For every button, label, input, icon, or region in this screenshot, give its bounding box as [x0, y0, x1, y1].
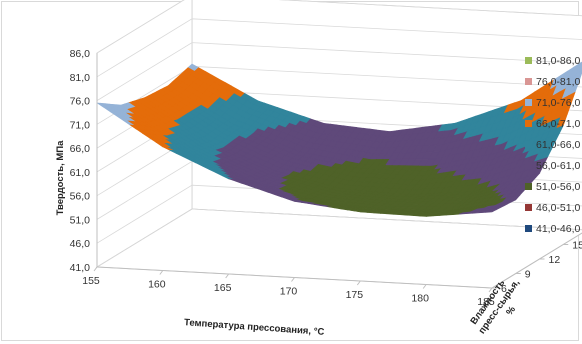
- x-tick-label: 160: [148, 279, 166, 291]
- x-tick-label: 185: [477, 296, 495, 308]
- surface-plot: [96, 61, 582, 217]
- gridline-z-9: [96, 208, 582, 268]
- legend-swatch: [525, 183, 532, 190]
- z-axis-title: Твердость, МПа: [55, 140, 66, 216]
- legend-label: 66,0-71,0: [536, 118, 581, 130]
- gridline-z-2: [96, 42, 582, 101]
- legend-label: 61,0-66,0: [536, 139, 581, 151]
- gridline-z-0: [96, 0, 582, 54]
- x-tick-label: 170: [280, 286, 298, 298]
- y-axis-ticks: 69121518: [492, 240, 582, 295]
- x-tick-mark: [225, 273, 230, 279]
- y-tick-label: 9: [525, 269, 531, 281]
- z-tick-label: 76,0: [70, 96, 91, 108]
- z-tick-label: 46,0: [70, 238, 91, 250]
- legend-label: 76,0-81,0: [536, 76, 581, 88]
- legend-swatch: [525, 99, 532, 106]
- legend-swatch: [525, 162, 532, 169]
- x-axis-ticks: 155 160 165 170 175 180 185: [82, 266, 495, 308]
- x-tick-label: 165: [214, 282, 232, 294]
- gridline-z-1: [96, 18, 582, 78]
- y-tick-label: 15: [572, 240, 582, 252]
- legend-swatch: [525, 225, 532, 232]
- z-tick-label: 66,0: [70, 143, 91, 155]
- x-tick-mark: [488, 287, 493, 293]
- z-tick-label: 51,0: [70, 214, 91, 226]
- z-tick-label: 56,0: [70, 191, 91, 203]
- y-tick-label: 6: [501, 283, 507, 295]
- legend-label: 56,0-61,0: [536, 160, 581, 172]
- legend-label: 81,0-86,0: [536, 55, 581, 67]
- z-tick-label: 71,0: [70, 119, 91, 131]
- y-tick-label: 12: [549, 254, 561, 266]
- legend-label: 46,0-51,0: [536, 202, 581, 214]
- surface-cell: [485, 209, 497, 213]
- x-tick-mark: [356, 280, 361, 286]
- legend-swatch: [525, 120, 532, 127]
- legend-label: 71,0-76,0: [536, 97, 581, 109]
- z-tick-label: 86,0: [70, 48, 91, 60]
- legend-swatch: [525, 57, 532, 64]
- x-tick-label: 175: [346, 289, 364, 301]
- x-tick-mark: [422, 284, 427, 289]
- z-tick-label: 81,0: [70, 72, 91, 84]
- legend-swatch: [525, 204, 532, 211]
- x-axis-title: Температура прессования, °С: [184, 317, 325, 338]
- x-tick-mark: [93, 266, 98, 272]
- x-tick-mark: [159, 270, 164, 275]
- legend-swatch: [525, 141, 532, 148]
- x-tick-label: 180: [411, 293, 429, 305]
- legend-label: 41,0-46,0: [536, 223, 581, 235]
- z-tick-label: 61,0: [70, 167, 91, 179]
- z-tick-label: 41,0: [70, 262, 91, 274]
- legend: 81,0-86,0 76,0-81,0 71,0-76,0 66,0-71,0 61,0…: [525, 55, 581, 235]
- legend-label: 51,0-56,0: [536, 181, 581, 193]
- x-tick-label: 155: [82, 275, 100, 287]
- x-tick-mark: [291, 277, 295, 282]
- z-axis-ticks: 86,0 81,0 76,0 71,0 66,0 61,0 56,0 51,0 46,0 41,0: [70, 48, 91, 274]
- legend-swatch: [525, 78, 532, 85]
